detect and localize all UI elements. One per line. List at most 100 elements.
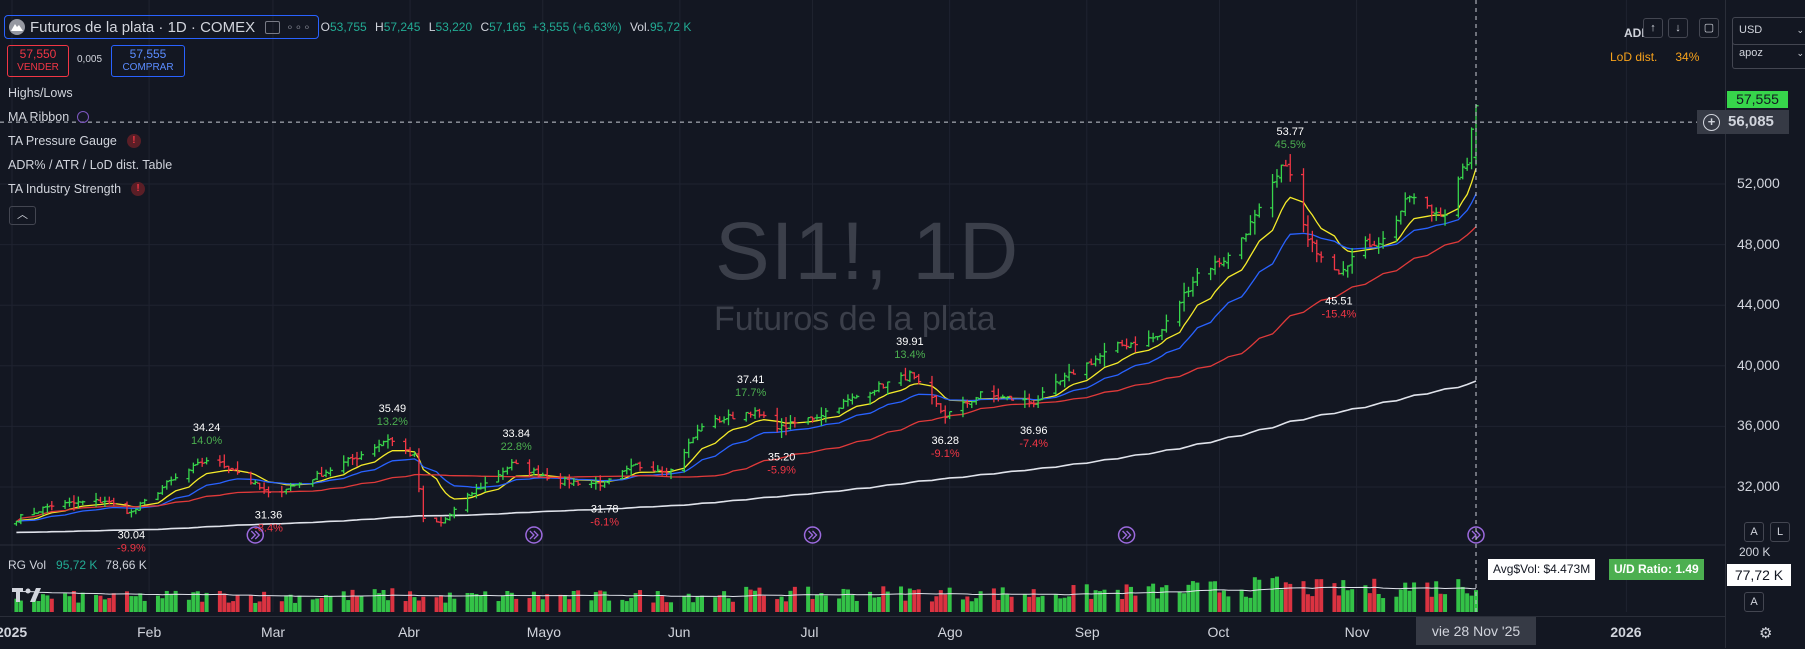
- fullscreen-icon[interactable]: ▢: [1699, 18, 1719, 38]
- arrow-down-icon[interactable]: ↓: [1668, 18, 1688, 38]
- volume-bar: [204, 592, 209, 612]
- volume-bar: [1279, 589, 1284, 612]
- volume-bar: [403, 601, 408, 612]
- x-tick-label: Oct: [1207, 624, 1230, 640]
- volume-bar: [726, 598, 731, 612]
- currency-select[interactable]: USD ⌄: [1732, 17, 1805, 45]
- price-axis[interactable]: [1725, 0, 1805, 648]
- hidden-eye-icon[interactable]: [77, 111, 90, 123]
- volume-bar: [315, 598, 320, 612]
- volume-bar: [837, 598, 842, 612]
- compare-icon[interactable]: [265, 20, 281, 34]
- volume-bar: [310, 599, 315, 612]
- volume-bar: [133, 596, 138, 612]
- gear-icon[interactable]: ⚙: [1759, 625, 1773, 642]
- volume-bar: [319, 597, 324, 612]
- volume-bar: [938, 590, 943, 612]
- volume-bar: [40, 594, 45, 612]
- collapse-legend-button[interactable]: ︿: [9, 206, 36, 225]
- volume-legend[interactable]: RG Vol 95,72 K 78,66 K: [8, 558, 147, 572]
- auto-scale-button[interactable]: A: [1744, 522, 1764, 542]
- volume-bar: [881, 586, 886, 612]
- volume-bar: [390, 588, 395, 612]
- swing-price-label: 53.77: [1276, 126, 1304, 138]
- volume-auto-scale-button[interactable]: A: [1744, 592, 1764, 612]
- volume-bar: [1469, 595, 1474, 612]
- volume-bar: [1146, 586, 1151, 612]
- volume-bar: [717, 595, 722, 612]
- volume-bar: [868, 591, 873, 612]
- volume-bar: [699, 595, 704, 612]
- unit-select[interactable]: apoz ⌄: [1732, 42, 1805, 69]
- indicator-ma-ribbon[interactable]: MA Ribbon: [8, 110, 90, 124]
- buy-button[interactable]: 57,555 COMPRAR: [111, 45, 185, 77]
- indicator-ta-pressure-gauge[interactable]: TA Pressure Gauge!: [8, 134, 141, 148]
- volume-bar: [1332, 583, 1337, 612]
- error-icon[interactable]: !: [131, 182, 146, 196]
- volume-bar: [1372, 578, 1377, 612]
- volume-bar: [1164, 585, 1169, 612]
- volume-bar: [1089, 598, 1094, 612]
- swing-pct-label: 13.4%: [894, 349, 925, 361]
- arrow-up-icon[interactable]: ↑: [1643, 18, 1663, 38]
- sell-button[interactable]: 57,550 VENDER: [7, 45, 69, 77]
- volume-bar: [655, 591, 660, 612]
- volume-bar: [1062, 597, 1067, 612]
- volume-bar: [682, 596, 687, 612]
- volume-bar: [222, 593, 227, 612]
- indicator-adr-table[interactable]: ADR% / ATR / LoD dist. Table: [8, 158, 173, 172]
- volume-bar: [819, 592, 824, 612]
- swing-price-label: 39.91: [896, 336, 924, 348]
- volume-bar: [1022, 594, 1027, 612]
- volume-bar: [1319, 579, 1324, 612]
- indicator-ta-industry-strength[interactable]: TA Industry Strength!: [8, 182, 146, 196]
- volume-bar: [478, 595, 483, 612]
- volume-bar: [195, 591, 200, 612]
- volume-bar: [1407, 590, 1412, 612]
- volume-bar: [1403, 582, 1408, 612]
- swing-price-label: 33.84: [502, 428, 530, 440]
- volume-bar: [943, 594, 948, 612]
- volume-bar: [996, 599, 1001, 612]
- volume-bar: [545, 594, 550, 612]
- event-marker-icon: [525, 526, 543, 544]
- time-axis[interactable]: [0, 616, 1725, 649]
- tradingview-logo-icon[interactable]: [12, 586, 44, 609]
- volume-bar: [496, 601, 501, 612]
- ud-ratio: U/D Ratio: 1.49: [1609, 559, 1704, 580]
- more-icon[interactable]: ∘∘∘: [286, 20, 312, 34]
- volume-bar: [876, 597, 881, 612]
- log-scale-button[interactable]: L: [1770, 522, 1790, 542]
- volume-bar: [173, 590, 178, 612]
- volume-bar: [1376, 593, 1381, 612]
- volume-bar: [598, 590, 603, 612]
- volume-bar: [248, 595, 253, 612]
- volume-bar: [80, 592, 85, 612]
- volume-bar: [111, 593, 116, 612]
- chevron-down-icon: ⌄: [1796, 25, 1804, 35]
- error-icon[interactable]: !: [126, 134, 141, 148]
- volume-bar: [872, 597, 877, 612]
- volume-bar: [761, 595, 766, 612]
- volume-bar: [1465, 593, 1470, 612]
- ohlc-values: O53,755 H57,245 L53,220 C57,165 +3,555 (…: [320, 20, 692, 34]
- volume-bar: [1000, 587, 1005, 612]
- volume-bar: [660, 596, 665, 612]
- chevron-down-icon: ⌄: [1796, 48, 1804, 58]
- volume-bar: [664, 602, 669, 612]
- volume-bar: [439, 595, 444, 612]
- symbol-title-box[interactable]: Futuros de la plata · 1D · COMEX ∘∘∘: [4, 15, 319, 39]
- volume-bar: [253, 602, 258, 612]
- plus-circle-icon[interactable]: +: [1703, 114, 1720, 132]
- swing-price-label: 35.49: [379, 403, 407, 415]
- x-tick-label: Nov: [1344, 624, 1370, 640]
- indicator-highs-lows[interactable]: Highs/Lows: [8, 86, 73, 100]
- volume-bar: [1429, 596, 1434, 612]
- volume-bar: [730, 601, 735, 612]
- volume-bar: [32, 597, 37, 612]
- volume-bar: [1115, 589, 1120, 612]
- volume-bar: [1005, 594, 1010, 612]
- volume-bar: [297, 595, 302, 612]
- event-arrow-icon: [529, 530, 539, 540]
